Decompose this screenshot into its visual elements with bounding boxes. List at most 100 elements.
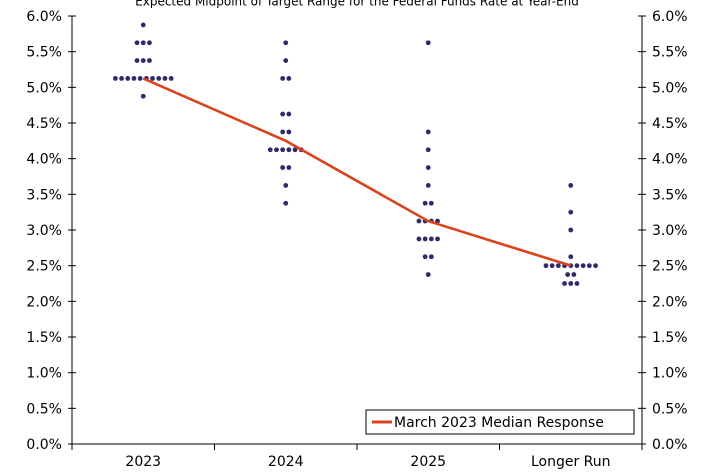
participant-dot <box>141 94 146 99</box>
participant-dot <box>150 76 155 81</box>
x-axis: 2023 2024 2025 Longer Run <box>72 444 642 470</box>
participant-dot <box>283 201 288 206</box>
participant-dot <box>426 40 431 45</box>
participant-dot <box>280 130 285 135</box>
participant-dot <box>568 228 573 233</box>
participant-dot <box>286 76 291 81</box>
participant-dot <box>429 201 434 206</box>
y-tick-label-right: 3.5% <box>652 187 688 203</box>
right-y-axis: 0.0% 0.5% 1.0% 1.5% 2.0% 2.5% 3.0% 3.5% 4.0% 4.5%… <box>638 9 688 453</box>
participant-dot <box>135 40 140 45</box>
y-tick-label-right: 2.5% <box>652 259 688 275</box>
participant-dot <box>280 76 285 81</box>
y-tick-label-right: 4.0% <box>652 152 688 168</box>
participant-dot <box>587 263 592 268</box>
x-tick-label: 2025 <box>410 454 446 470</box>
participant-dot <box>426 183 431 188</box>
participant-dot <box>568 183 573 188</box>
participant-dot <box>423 237 428 242</box>
participant-dot <box>268 147 273 152</box>
participant-dot <box>141 23 146 28</box>
participant-dot <box>426 147 431 152</box>
x-tick-label: 2024 <box>268 454 304 470</box>
participant-dot <box>417 237 422 242</box>
y-tick-label-left: 3.5% <box>26 187 62 203</box>
participant-dot <box>593 263 598 268</box>
participant-dot <box>283 40 288 45</box>
y-tick-label-right: 6.0% <box>652 9 688 25</box>
participant-dot <box>141 40 146 45</box>
participant-dot <box>113 76 118 81</box>
participant-dot <box>565 272 570 277</box>
y-tick-label-left: 1.5% <box>26 330 62 346</box>
participant-dot <box>429 254 434 259</box>
y-tick-label-right: 3.0% <box>652 223 688 239</box>
y-tick-label-left: 0.0% <box>26 437 62 453</box>
y-tick-label-right: 0.5% <box>652 401 688 417</box>
participant-dot <box>147 58 152 63</box>
participant-dot <box>125 76 130 81</box>
participant-dot <box>283 183 288 188</box>
y-tick-label-left: 4.0% <box>26 152 62 168</box>
median-line-layer <box>143 78 571 265</box>
participant-dot <box>575 263 580 268</box>
participant-dot <box>426 272 431 277</box>
y-tick-label-left: 6.0% <box>26 9 62 25</box>
participant-dot <box>169 76 174 81</box>
participant-dot <box>429 237 434 242</box>
participant-dot <box>119 76 124 81</box>
y-tick-label-left: 5.0% <box>26 80 62 96</box>
participant-dot <box>280 165 285 170</box>
participant-dot <box>544 263 549 268</box>
y-tick-label-right: 5.0% <box>652 80 688 96</box>
participant-dot <box>435 237 440 242</box>
participant-dot <box>562 281 567 286</box>
participant-dot <box>568 281 573 286</box>
participant-dot <box>417 219 422 224</box>
participant-dot <box>280 112 285 117</box>
participant-dot <box>135 58 140 63</box>
participant-dot <box>163 76 168 81</box>
participant-dot <box>283 58 288 63</box>
y-tick-label-right: 2.0% <box>652 294 688 310</box>
y-tick-label-right: 1.5% <box>652 330 688 346</box>
participant-dot <box>568 254 573 259</box>
participant-dot <box>423 201 428 206</box>
y-tick-label-left: 5.5% <box>26 45 62 61</box>
participant-dot <box>274 147 279 152</box>
y-tick-label-right: 5.5% <box>652 45 688 61</box>
participant-dot <box>571 272 576 277</box>
participant-dot <box>138 76 143 81</box>
participant-dot <box>581 263 586 268</box>
y-tick-label-right: 4.5% <box>652 116 688 132</box>
participant-dot <box>141 58 146 63</box>
participant-dot <box>280 147 285 152</box>
participant-dot <box>575 281 580 286</box>
left-y-axis: 0.0% 0.5% 1.0% 1.5% 2.0% 2.5% 3.0% 3.5% 4.0% 4.5%… <box>26 9 76 453</box>
participant-dot <box>426 165 431 170</box>
participant-dot <box>423 254 428 259</box>
participant-dot <box>286 112 291 117</box>
y-tick-label-left: 2.0% <box>26 294 62 310</box>
participant-dot <box>286 165 291 170</box>
participant-dot <box>550 263 555 268</box>
legend: March 2023 Median Response <box>366 410 634 434</box>
y-tick-label-left: 0.5% <box>26 401 62 417</box>
y-tick-label-right: 0.0% <box>652 437 688 453</box>
participant-dot <box>132 76 137 81</box>
participant-dot <box>286 130 291 135</box>
chart-title: Expected Midpoint of Target Range for th… <box>135 0 579 9</box>
participant-dot <box>156 76 161 81</box>
participant-dot <box>426 130 431 135</box>
y-tick-label-left: 2.5% <box>26 259 62 275</box>
dot-layer <box>113 23 598 286</box>
participant-dot <box>568 210 573 215</box>
participant-dot <box>286 147 291 152</box>
x-tick-label: Longer Run <box>531 454 611 470</box>
legend-label-median: March 2023 Median Response <box>394 415 604 431</box>
participant-dot <box>556 263 561 268</box>
y-tick-label-left: 1.0% <box>26 366 62 382</box>
y-tick-label-left: 3.0% <box>26 223 62 239</box>
median-series-line <box>143 78 571 265</box>
